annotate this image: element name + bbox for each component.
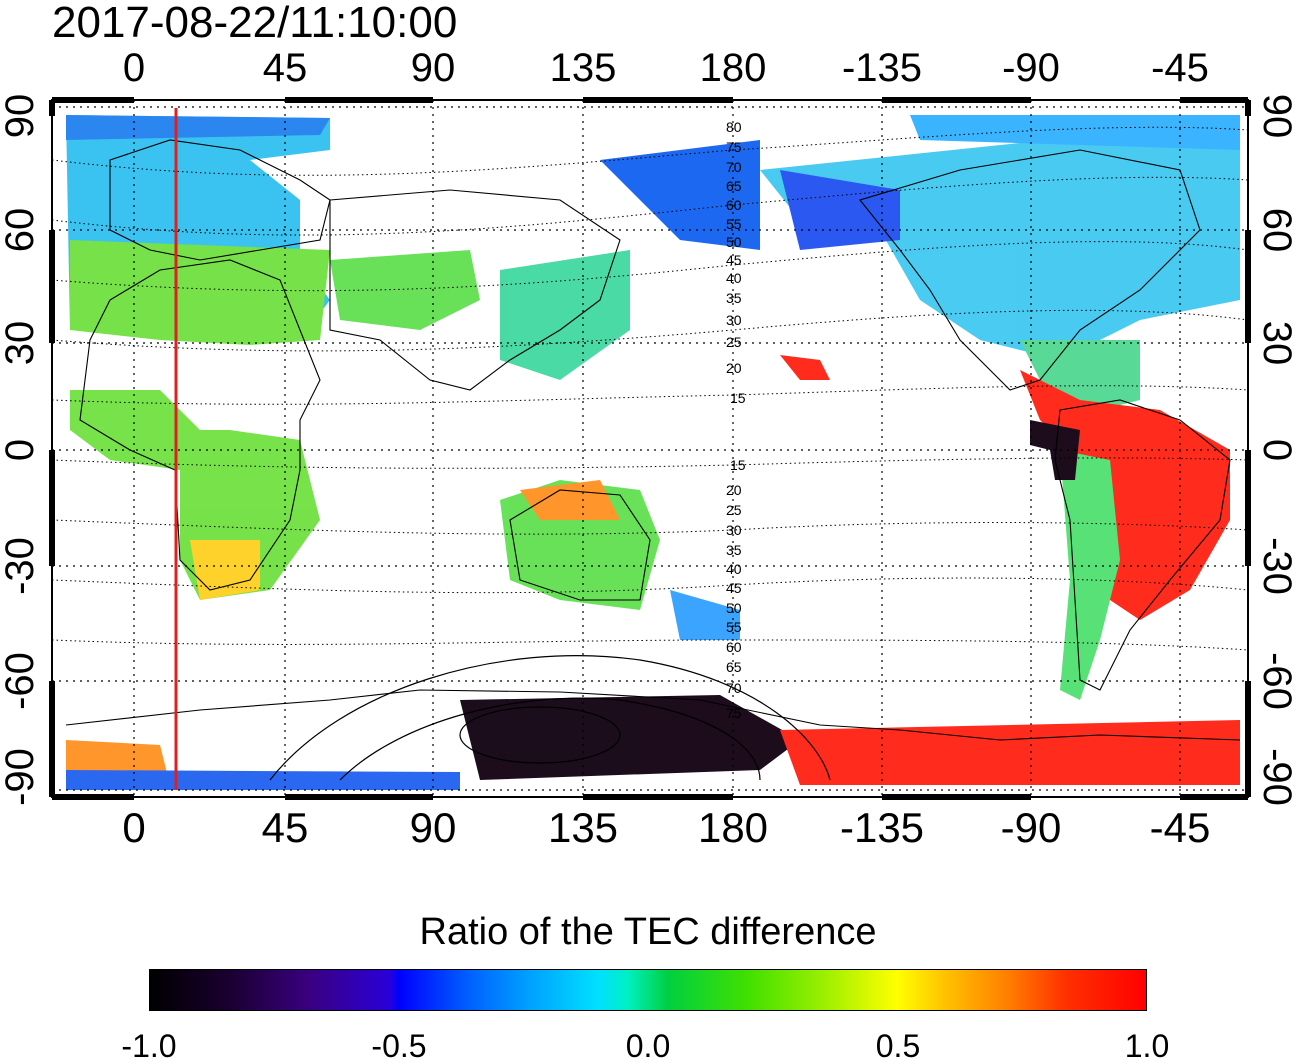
contour-label-north: 55 xyxy=(726,216,742,232)
contour-label-north: 45 xyxy=(726,252,742,268)
antarctica-dark-data-patch xyxy=(460,695,800,780)
top-lon-tick: 180 xyxy=(699,46,767,90)
colorbar-label: -0.5 xyxy=(371,1028,427,1064)
arctic-europe-data-patch xyxy=(66,115,330,140)
top-lon-tick: -45 xyxy=(1151,46,1209,90)
colorbar-label: 0.5 xyxy=(875,1028,921,1064)
tec-data-layer xyxy=(66,115,1240,790)
north-america-coastline xyxy=(859,149,1201,391)
africa-coastline xyxy=(79,259,321,591)
top-lon-tick: -90 xyxy=(1002,46,1060,90)
australia-north-data-patch xyxy=(520,480,620,520)
contour-label-south: 75 xyxy=(726,705,742,721)
contour-label-south: 55 xyxy=(726,619,742,635)
new-zealand-data-patch xyxy=(670,590,740,640)
bottom-lon-tick: 90 xyxy=(409,804,457,851)
contour-label-south: 35 xyxy=(726,542,742,558)
map-timestamp: 2017-08-22/11:10:00 xyxy=(52,0,458,47)
contour-label-north: 60 xyxy=(726,197,742,213)
contour-labels: 80 75 70 65 60 55 50 45 40 35 30 25 20 1… xyxy=(726,119,746,721)
arctic-america-data-patch xyxy=(910,115,1240,150)
contour-label-north: 70 xyxy=(726,159,742,175)
contour-label-south: 25 xyxy=(726,502,742,518)
top-lon-tick: 45 xyxy=(262,46,308,90)
contour-label-north: 30 xyxy=(726,312,742,328)
bottom-lon-tick: -45 xyxy=(1149,804,1211,851)
east-asia-data-patch xyxy=(500,250,630,380)
top-lon-tick: 0 xyxy=(122,46,146,90)
contour-label-south: 50 xyxy=(726,600,742,616)
pacific-red-data-patch xyxy=(780,355,830,380)
map-frame-ticks xyxy=(49,97,1251,800)
contour-label-south: 20 xyxy=(726,482,742,498)
antarctica-red-data-patch xyxy=(780,720,1240,785)
polar-contours xyxy=(269,655,831,781)
top-lon-tick: 90 xyxy=(410,46,456,90)
europe-south-data-patch xyxy=(70,240,330,345)
australia-coastline xyxy=(509,489,651,601)
contour-label-north: 80 xyxy=(726,119,742,135)
antarctica-coastline xyxy=(65,689,1241,741)
coastlines xyxy=(65,139,1241,741)
contour-label-north: 35 xyxy=(726,290,742,306)
contour-label-south: 65 xyxy=(726,659,742,675)
asia-data-patch xyxy=(330,250,480,330)
bottom-lon-tick: 45 xyxy=(261,804,309,851)
colorbar-title: Ratio of the TEC difference xyxy=(419,911,877,953)
colorbar-label: 1.0 xyxy=(1124,1028,1170,1064)
antarctica-coast-data-patch xyxy=(66,770,460,790)
bottom-lon-tick: 135 xyxy=(547,804,619,851)
contour-label-north: 75 xyxy=(726,139,742,155)
contour-label-south: 40 xyxy=(726,561,742,577)
contour-label-south: 45 xyxy=(726,580,742,596)
bottom-lon-tick: -90 xyxy=(1000,804,1062,851)
contour-label-north: 20 xyxy=(726,360,742,376)
colorbar-label: -1.0 xyxy=(121,1028,177,1064)
contour-label-south: 30 xyxy=(726,522,742,538)
contour-label-south: 70 xyxy=(726,680,742,696)
siberia-data-patch xyxy=(600,140,760,250)
south-america-coastline xyxy=(1054,399,1231,691)
contour-label-north: 50 xyxy=(726,234,742,250)
bottom-lon-tick: 0 xyxy=(122,804,146,851)
top-lon-tick: -135 xyxy=(841,46,923,90)
bottom-lon-tick: -135 xyxy=(839,804,925,851)
asia-coastline xyxy=(329,189,621,391)
contour-label-north: 40 xyxy=(726,270,742,286)
north-america-data-patch xyxy=(760,120,1240,360)
magnetic-contours xyxy=(51,126,1249,651)
south-africa-data-patch xyxy=(190,540,260,600)
europe-coastline xyxy=(109,139,331,261)
contour-label-north: 15 xyxy=(730,390,746,406)
contour-label-north: 25 xyxy=(726,334,742,350)
colorbar-label: 0.0 xyxy=(625,1028,671,1064)
top-lon-tick: 135 xyxy=(549,46,617,90)
colorbar xyxy=(149,969,1147,1011)
bottom-lon-tick: 180 xyxy=(697,804,769,851)
contour-label-south: 60 xyxy=(726,639,742,655)
andes-data-patch xyxy=(1060,450,1120,700)
contour-label-north: 65 xyxy=(726,178,742,194)
contour-label-south: 15 xyxy=(730,457,746,473)
